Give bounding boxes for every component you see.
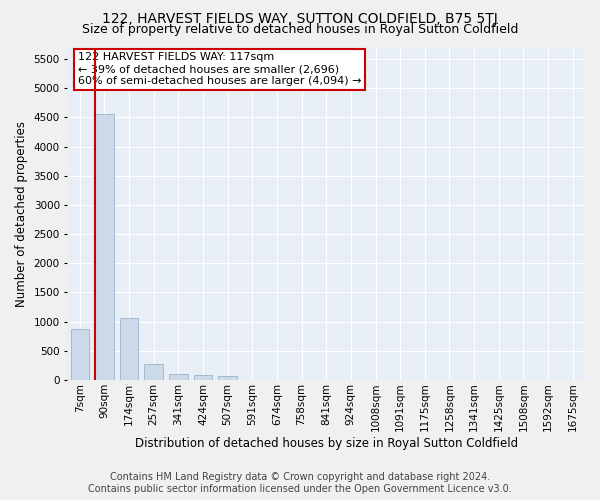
- Bar: [218, 376, 237, 380]
- X-axis label: Distribution of detached houses by size in Royal Sutton Coldfield: Distribution of detached houses by size …: [134, 437, 518, 450]
- Bar: [194, 376, 212, 380]
- Bar: [95, 114, 113, 380]
- Bar: [120, 318, 139, 380]
- Text: 122, HARVEST FIELDS WAY, SUTTON COLDFIELD, B75 5TJ: 122, HARVEST FIELDS WAY, SUTTON COLDFIEL…: [102, 12, 498, 26]
- Text: Size of property relative to detached houses in Royal Sutton Coldfield: Size of property relative to detached ho…: [82, 22, 518, 36]
- Text: Contains HM Land Registry data © Crown copyright and database right 2024.
Contai: Contains HM Land Registry data © Crown c…: [88, 472, 512, 494]
- Y-axis label: Number of detached properties: Number of detached properties: [15, 120, 28, 306]
- Bar: [145, 364, 163, 380]
- Text: 122 HARVEST FIELDS WAY: 117sqm
← 39% of detached houses are smaller (2,696)
60% : 122 HARVEST FIELDS WAY: 117sqm ← 39% of …: [78, 52, 361, 86]
- Bar: [169, 374, 188, 380]
- Bar: [71, 329, 89, 380]
